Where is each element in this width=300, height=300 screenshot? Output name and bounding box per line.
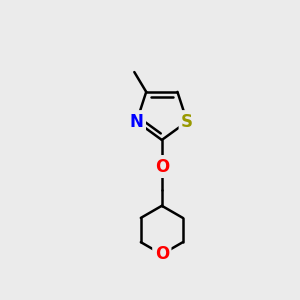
Text: N: N xyxy=(130,112,143,130)
Text: O: O xyxy=(155,245,169,263)
Text: S: S xyxy=(181,112,193,130)
Text: O: O xyxy=(155,158,169,175)
